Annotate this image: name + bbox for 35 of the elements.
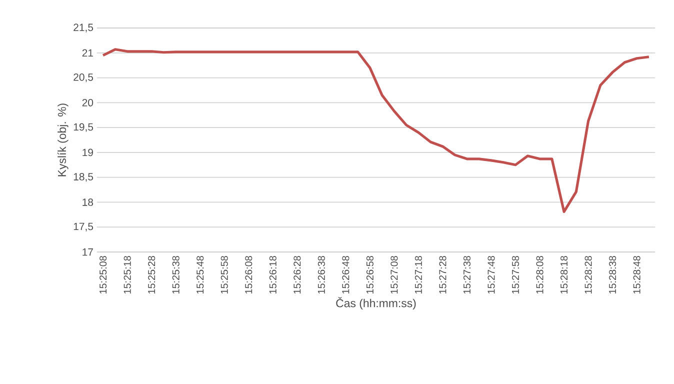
y-axis-title: Kyslík (obj. %)	[57, 104, 68, 176]
x-tick-label: 15:28:08	[536, 256, 544, 294]
x-tick-label: 15:26:38	[318, 256, 325, 294]
x-tick-label: 15:25:18	[124, 256, 131, 294]
x-tick-label: 15:26:08	[245, 256, 252, 294]
x-tick-label: 15:26:18	[269, 256, 276, 294]
y-tick-label: 20,5	[74, 73, 94, 82]
x-tick-label: 15:25:58	[220, 256, 228, 294]
y-tick-label: 17,5	[74, 222, 94, 232]
x-tick-label: 15:28:18	[560, 256, 568, 294]
x-tick-label: 15:27:48	[488, 256, 495, 294]
x-tick-label: 15:26:28	[294, 256, 301, 294]
y-tick-label: 18	[82, 198, 94, 206]
x-tick-label: 15:28:48	[633, 256, 640, 294]
x-tick-label: 15:25:08	[100, 256, 107, 294]
y-tick-label: 19,5	[74, 123, 94, 132]
x-tick-label: 15:28:38	[609, 256, 616, 294]
x-tick-label: 15:28:28	[584, 256, 592, 294]
x-tick-label: 15:25:38	[172, 256, 180, 294]
x-tick-label: 15:25:48	[196, 256, 204, 294]
y-tick-label: 21	[82, 49, 93, 57]
y-tick-label: 21,5	[74, 24, 94, 32]
y-tick-label: 19	[82, 148, 93, 156]
x-tick-label: 15:27:08	[390, 256, 398, 294]
x-tick-label: 15:25:28	[148, 256, 156, 294]
y-tick-label: 18,5	[74, 173, 94, 182]
y-tick-label: 20	[82, 98, 94, 106]
x-tick-label: 15:27:18	[414, 256, 422, 294]
x-tick-label: 15:27:28	[439, 256, 446, 294]
x-tick-label: 15:26:58	[366, 256, 374, 294]
x-axis-title: Čas (hh:mm:ss)	[336, 297, 416, 310]
x-tick-label: 15:27:38	[463, 256, 471, 294]
x-tick-label: 15:26:48	[342, 256, 350, 294]
x-tick-label: 15:27:58	[512, 256, 520, 294]
y-tick-label: 17	[82, 248, 93, 256]
